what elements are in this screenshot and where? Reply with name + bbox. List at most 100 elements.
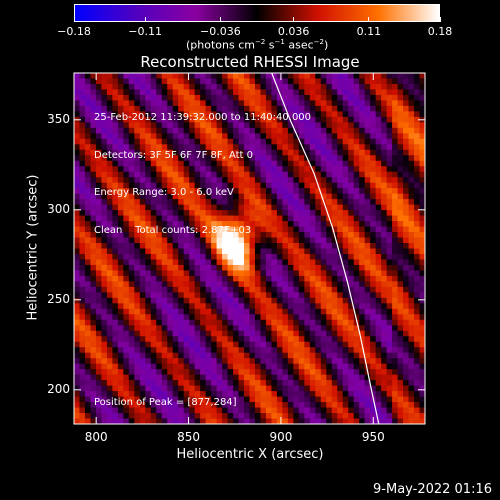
heatmap-cell bbox=[84, 413, 91, 419]
heatmap-cell bbox=[364, 144, 371, 151]
heatmap-cell bbox=[134, 380, 141, 387]
heatmap-cell bbox=[244, 193, 250, 200]
heatmap-cell bbox=[370, 341, 377, 348]
heatmap-cell bbox=[403, 193, 409, 200]
heatmap-cell bbox=[222, 138, 228, 145]
heatmap-cell bbox=[414, 347, 420, 354]
heatmap-cell bbox=[244, 402, 250, 408]
heatmap-cell bbox=[320, 243, 327, 249]
heatmap-cell bbox=[320, 193, 327, 200]
heatmap-cell bbox=[128, 418, 135, 424]
heatmap-cell bbox=[249, 264, 256, 271]
heatmap-cell bbox=[189, 127, 196, 134]
heatmap-cell bbox=[375, 347, 382, 354]
heatmap-cell bbox=[178, 402, 185, 408]
heatmap-cell bbox=[370, 89, 377, 96]
heatmap-cell bbox=[200, 407, 207, 414]
heatmap-cell bbox=[282, 347, 289, 354]
heatmap-cell bbox=[276, 144, 283, 151]
heatmap-cell bbox=[178, 182, 185, 189]
heatmap-cell bbox=[419, 166, 425, 173]
heatmap-cell bbox=[84, 292, 91, 299]
heatmap-cell bbox=[320, 182, 327, 189]
heatmap-cell bbox=[216, 286, 223, 293]
heatmap-cell bbox=[359, 193, 366, 200]
heatmap-cell bbox=[370, 127, 377, 134]
heatmap-cell bbox=[222, 374, 228, 381]
heatmap-cell bbox=[123, 308, 130, 315]
heatmap-cell bbox=[216, 396, 223, 403]
heatmap-cell bbox=[128, 286, 135, 293]
heatmap-cell bbox=[90, 221, 97, 227]
heatmap-cell bbox=[293, 133, 300, 140]
heatmap-cell bbox=[298, 270, 305, 277]
heatmap-cell bbox=[101, 336, 108, 343]
heatmap-cell bbox=[101, 363, 108, 370]
heatmap-cell bbox=[419, 275, 425, 282]
heatmap-cell bbox=[260, 166, 267, 173]
heatmap-cell bbox=[167, 94, 174, 101]
heatmap-cell bbox=[254, 380, 261, 387]
heatmap-cell bbox=[79, 160, 86, 167]
heatmap-cell bbox=[364, 100, 371, 107]
heatmap-cell bbox=[205, 122, 212, 129]
heatmap-cell bbox=[348, 308, 355, 315]
heatmap-cell bbox=[211, 336, 217, 343]
heatmap-cell bbox=[178, 385, 185, 392]
heatmap-cell bbox=[161, 89, 168, 96]
heatmap-cell bbox=[145, 127, 152, 134]
heatmap-cell bbox=[90, 402, 97, 408]
heatmap-cell bbox=[222, 166, 228, 173]
heatmap-cell bbox=[84, 100, 91, 107]
heatmap-cell bbox=[123, 292, 130, 299]
heatmap-cell bbox=[309, 385, 316, 392]
heatmap-cell bbox=[386, 166, 393, 173]
heatmap-cell bbox=[397, 204, 404, 211]
heatmap-cell bbox=[90, 413, 97, 419]
heatmap-cell bbox=[145, 325, 152, 332]
heatmap-cell bbox=[353, 111, 360, 118]
heatmap-cell bbox=[74, 133, 80, 140]
heatmap-cell bbox=[95, 336, 102, 343]
heatmap-cell bbox=[403, 314, 409, 321]
heatmap-cell bbox=[293, 193, 300, 200]
heatmap-cell bbox=[254, 226, 261, 233]
heatmap-cell bbox=[172, 413, 179, 419]
heatmap-cell bbox=[74, 385, 80, 392]
heatmap-cell bbox=[134, 221, 141, 227]
heatmap-cell bbox=[117, 127, 124, 134]
heatmap-cell bbox=[117, 160, 124, 167]
heatmap-cell bbox=[419, 78, 425, 85]
heatmap-cell bbox=[287, 314, 294, 321]
heatmap-cell bbox=[419, 215, 425, 222]
heatmap-cell bbox=[397, 314, 404, 321]
heatmap-cell bbox=[183, 243, 190, 249]
heatmap-cell bbox=[161, 215, 168, 222]
heatmap-cell bbox=[359, 199, 366, 206]
heatmap-cell bbox=[331, 237, 338, 244]
heatmap-cell bbox=[348, 413, 355, 419]
heatmap-cell bbox=[101, 385, 108, 392]
heatmap-cell bbox=[287, 347, 294, 354]
heatmap-cell bbox=[370, 83, 377, 90]
heatmap-cell bbox=[265, 253, 272, 260]
heatmap-cell bbox=[370, 363, 377, 370]
heatmap-cell bbox=[79, 166, 86, 173]
heatmap-cell bbox=[222, 188, 228, 195]
heatmap-cell bbox=[359, 188, 366, 195]
heatmap-cell bbox=[74, 369, 80, 376]
heatmap-cell bbox=[414, 73, 420, 79]
heatmap-cell bbox=[95, 248, 102, 255]
heatmap-cell bbox=[74, 308, 80, 315]
heatmap-cell bbox=[90, 336, 97, 343]
heatmap-cell bbox=[106, 105, 113, 112]
heatmap-cell bbox=[112, 281, 119, 288]
heatmap-cell bbox=[265, 341, 272, 348]
heatmap-cell bbox=[359, 105, 366, 112]
heatmap-cell bbox=[375, 160, 382, 167]
heatmap-cell bbox=[287, 330, 294, 337]
heatmap-cell bbox=[244, 264, 250, 271]
heatmap-cell bbox=[90, 160, 97, 167]
heatmap-cell bbox=[403, 319, 409, 326]
heatmap-cell bbox=[381, 122, 388, 129]
